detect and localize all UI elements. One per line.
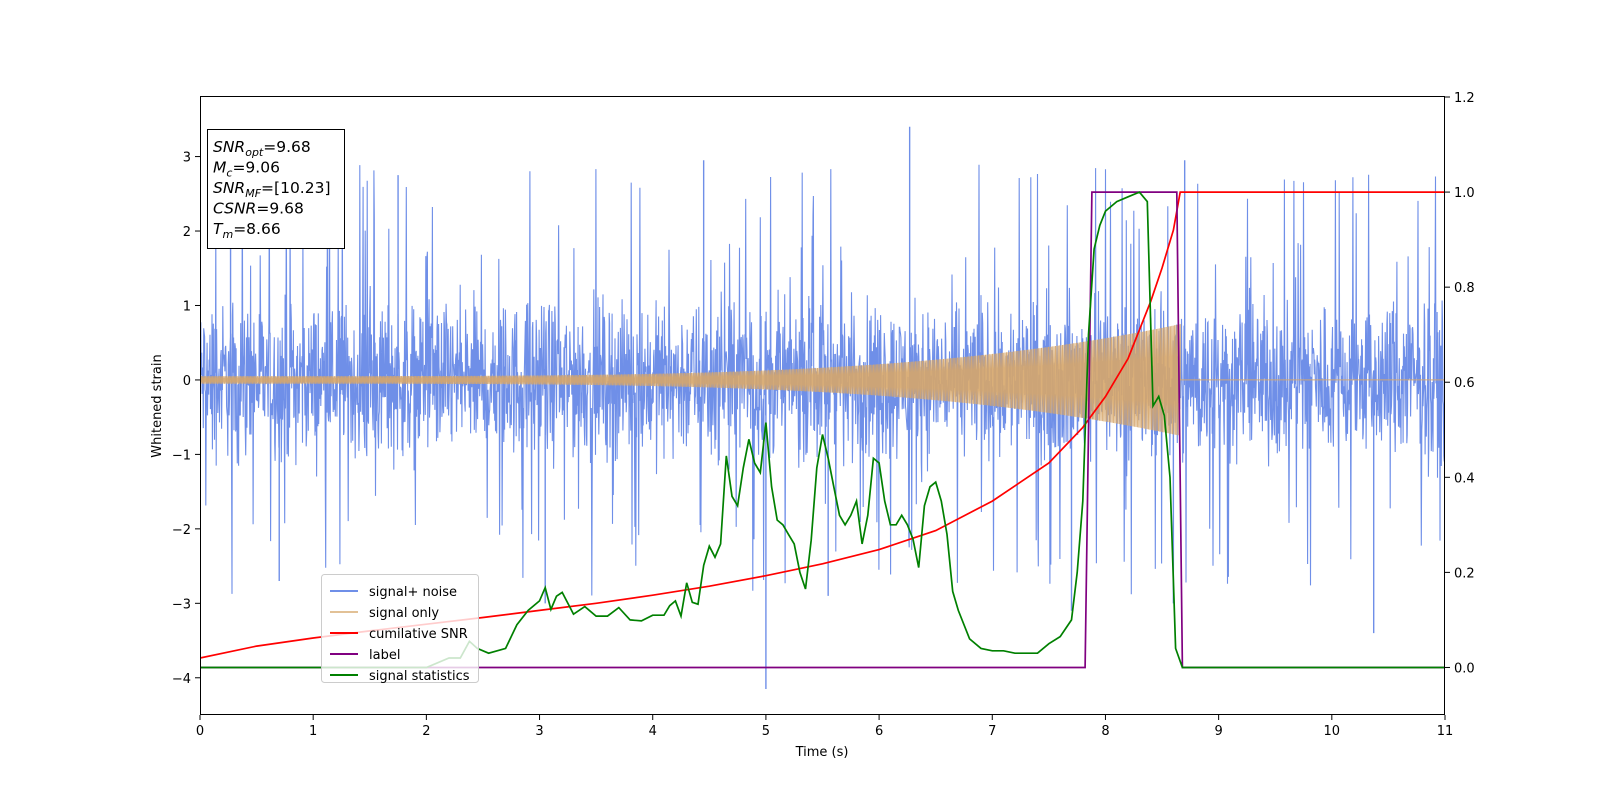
y-tick-label: 3 (183, 151, 191, 166)
y-tick-label: −1 (172, 448, 191, 463)
x-tick-label: 7 (988, 724, 996, 739)
y-tick-label: −3 (172, 597, 191, 612)
stats-line: CSNR=9.68 (213, 200, 304, 218)
y2-tick-label: 0.4 (1454, 471, 1475, 486)
y2-tick-label: 0.0 (1454, 661, 1475, 676)
y-tick-label: 0 (183, 374, 191, 389)
legend-label: label (369, 648, 400, 663)
legend: signal+ noise signal only cumilative SNR la… (321, 574, 479, 684)
stats-line: SNRopt=9.68 (213, 138, 311, 159)
y-tick-label: 2 (183, 225, 191, 240)
x-tick-label: 11 (1437, 724, 1454, 739)
plot-area (200, 126, 1445, 689)
y2-tick-label: 1.0 (1454, 186, 1475, 201)
x-tick-label: 5 (762, 724, 770, 739)
stats-line: Tm=8.66 (213, 220, 281, 241)
x-tick-label: 4 (649, 724, 657, 739)
x-axis-label: Time (s) (795, 745, 849, 760)
x-tick-label: 1 (309, 724, 317, 739)
legend-label: signal only (369, 606, 439, 621)
legend-label: signal statistics (369, 669, 470, 684)
x-tick-label: 8 (1101, 724, 1109, 739)
x-tick-label: 2 (422, 724, 430, 739)
stats-line: SNRMF=[10.23] (213, 179, 331, 200)
series-signal-statistics (200, 191, 1445, 669)
y2-axis: 1.2 1.0 0.8 0.6 0.4 0.2 0.0 (1445, 91, 1475, 676)
x-tick-label: 0 (196, 724, 204, 739)
stats-annotation-box (207, 129, 345, 249)
x-tick-label: 6 (875, 724, 883, 739)
x-tick-label: 10 (1324, 724, 1341, 739)
legend-label: signal+ noise (369, 585, 457, 600)
series-signal-noise (200, 164, 1445, 596)
legend-box (321, 574, 479, 683)
y2-tick-label: 0.6 (1454, 376, 1475, 391)
y-tick-label: −4 (172, 672, 191, 687)
series-signal-only (200, 324, 1445, 436)
y2-tick-label: 0.2 (1454, 566, 1475, 581)
legend-label: cumilative SNR (369, 627, 468, 642)
y-tick-label: −2 (172, 523, 191, 538)
y2-tick-label: 1.2 (1454, 91, 1475, 106)
y2-tick-label: 0.8 (1454, 281, 1475, 296)
plot-frame (200, 96, 1445, 715)
y-axis: 3 2 1 0 −1 −2 −3 −4 (172, 151, 200, 687)
y-tick-label: 1 (183, 299, 191, 314)
stats-annotation: SNRopt=9.68Mc=9.06SNRMF=[10.23]CSNR=9.68… (207, 129, 345, 249)
x-tick-label: 3 (535, 724, 543, 739)
x-tick-label: 9 (1214, 724, 1222, 739)
stats-line: Mc=9.06 (213, 159, 280, 180)
x-axis: 0 1 2 3 4 5 6 7 8 9 10 11 (196, 715, 1453, 739)
y-axis-label: Whitened strain (150, 354, 165, 457)
